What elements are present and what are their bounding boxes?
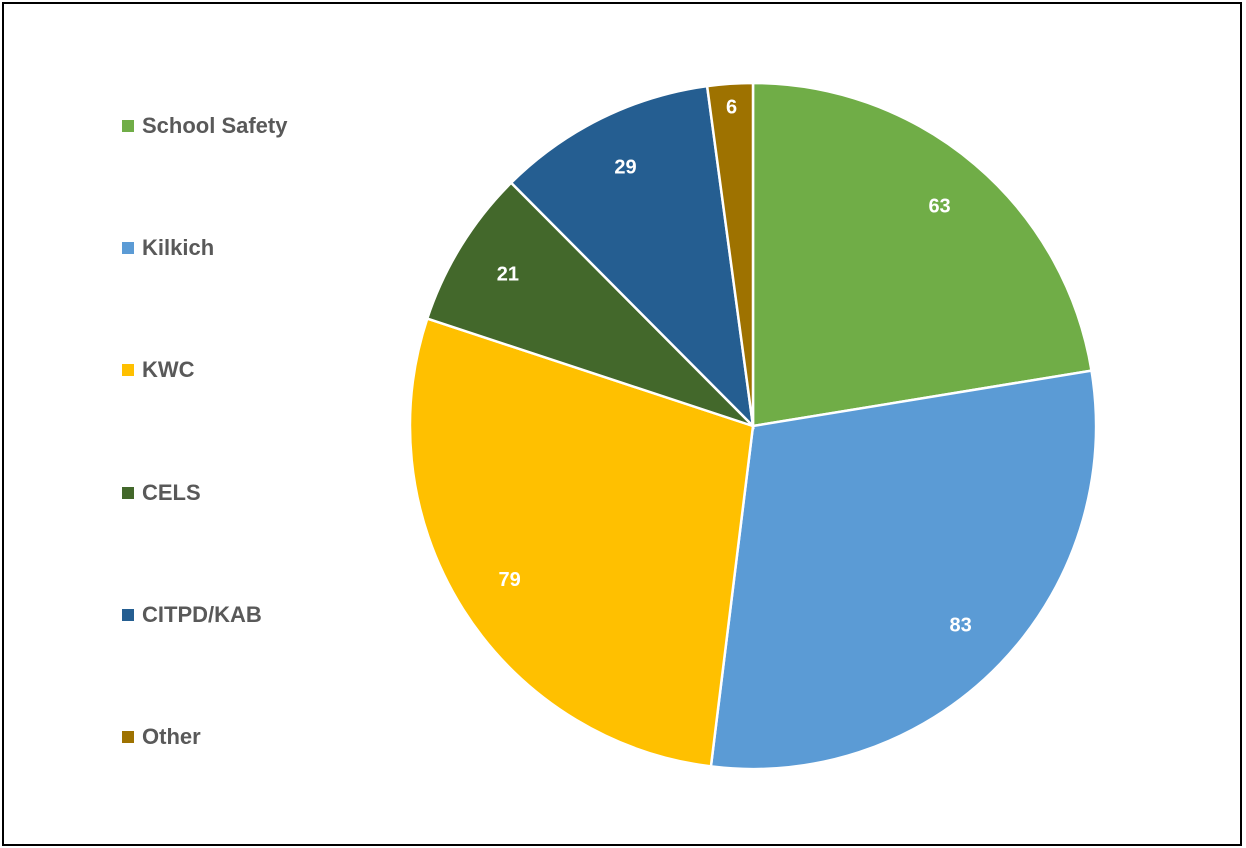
- pie-slice-cels: [425, 181, 754, 428]
- legend-item-school-safety: School Safety: [122, 111, 287, 141]
- legend-item-kilkich: Kilkich: [122, 233, 214, 263]
- pie-slices: [408, 81, 1098, 771]
- pie-slice-kwc: [408, 316, 755, 768]
- pie-slice-kilkich: [709, 369, 1098, 771]
- legend-swatch: [122, 487, 134, 499]
- legend-swatch: [122, 242, 134, 254]
- data-label-cels: 21: [497, 264, 519, 286]
- pie-slice-citpd-kab: [509, 84, 755, 430]
- legend-swatch: [122, 364, 134, 376]
- pie-slice-other: [705, 81, 755, 427]
- data-label-kilkich: 83: [950, 615, 972, 637]
- data-label-school-safety: 63: [928, 195, 950, 217]
- legend-swatch: [122, 731, 134, 743]
- data-label-citpd-kab: 29: [614, 157, 636, 179]
- legend-swatch: [122, 609, 134, 621]
- pie-chart: 63 83 79 21 29 6: [408, 81, 1098, 771]
- data-label-other: 6: [726, 97, 737, 119]
- legend-item-citpd-kab: CITPD/KAB: [122, 600, 262, 630]
- pie-slice-school-safety: [751, 81, 1093, 428]
- legend-item-other: Other: [122, 722, 201, 752]
- legend-item-cels: CELS: [122, 478, 201, 508]
- legend-label: CITPD/KAB: [142, 602, 262, 627]
- legend-item-kwc: KWC: [122, 355, 195, 385]
- pie-labels: 63 83 79 21 29 6: [497, 97, 972, 637]
- legend-label: Kilkich: [142, 235, 215, 260]
- legend-label: School Safety: [142, 113, 288, 138]
- legend-label: KWC: [142, 357, 195, 382]
- legend-label: CELS: [142, 480, 201, 505]
- data-label-kwc: 79: [498, 569, 520, 591]
- legend-swatch: [122, 120, 134, 132]
- legend-label: Other: [142, 724, 201, 749]
- chart-legend: School Safety Kilkich KWC CELS CITPD/KAB…: [122, 4, 382, 848]
